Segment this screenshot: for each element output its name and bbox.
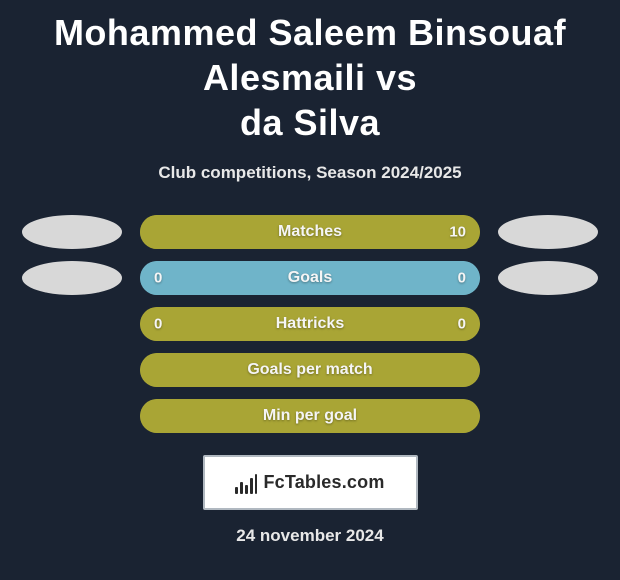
bar-chart-icon xyxy=(235,472,257,494)
stat-label: Goals per match xyxy=(247,361,372,379)
stat-value-right: 0 xyxy=(458,270,466,287)
stat-label: Matches xyxy=(278,223,342,241)
player-left-marker xyxy=(22,261,122,295)
stat-bar: 0 0 Hattricks xyxy=(140,307,480,341)
stat-value-left: 0 xyxy=(154,316,162,333)
stat-value-left: 0 xyxy=(154,270,162,287)
stat-row: Goals per match xyxy=(0,353,620,387)
bar-fill-left xyxy=(140,261,310,295)
page-title: Mohammed Saleem Binsouaf Alesmaili vs da… xyxy=(0,10,620,145)
player-left-marker xyxy=(22,215,122,249)
title-line-2: da Silva xyxy=(240,102,380,143)
stat-bar: 10 Matches xyxy=(140,215,480,249)
stat-row: 0 0 Hattricks xyxy=(0,307,620,341)
stat-label: Goals xyxy=(288,269,332,287)
stat-bar: Goals per match xyxy=(140,353,480,387)
stat-bar: 0 0 Goals xyxy=(140,261,480,295)
stat-label: Min per goal xyxy=(263,407,357,425)
player-right-marker xyxy=(498,261,598,295)
stat-value-right: 0 xyxy=(458,316,466,333)
stat-row: Min per goal xyxy=(0,399,620,433)
bar-fill-right xyxy=(310,261,480,295)
brand-badge: FcTables.com xyxy=(203,455,418,510)
stat-bar: Min per goal xyxy=(140,399,480,433)
brand-text: FcTables.com xyxy=(263,472,384,493)
stat-row: 10 Matches xyxy=(0,215,620,249)
date-label: 24 november 2024 xyxy=(0,526,620,546)
stats-section: 10 Matches 0 0 Goals 0 0 Hattricks Goals per mat… xyxy=(0,215,620,433)
stat-value-right: 10 xyxy=(449,224,466,241)
player-right-marker xyxy=(498,215,598,249)
stat-label: Hattricks xyxy=(276,315,344,333)
subtitle: Club competitions, Season 2024/2025 xyxy=(0,163,620,183)
stat-row: 0 0 Goals xyxy=(0,261,620,295)
infographic-root: Mohammed Saleem Binsouaf Alesmaili vs da… xyxy=(0,0,620,546)
title-line-1: Mohammed Saleem Binsouaf Alesmaili vs xyxy=(54,12,566,98)
